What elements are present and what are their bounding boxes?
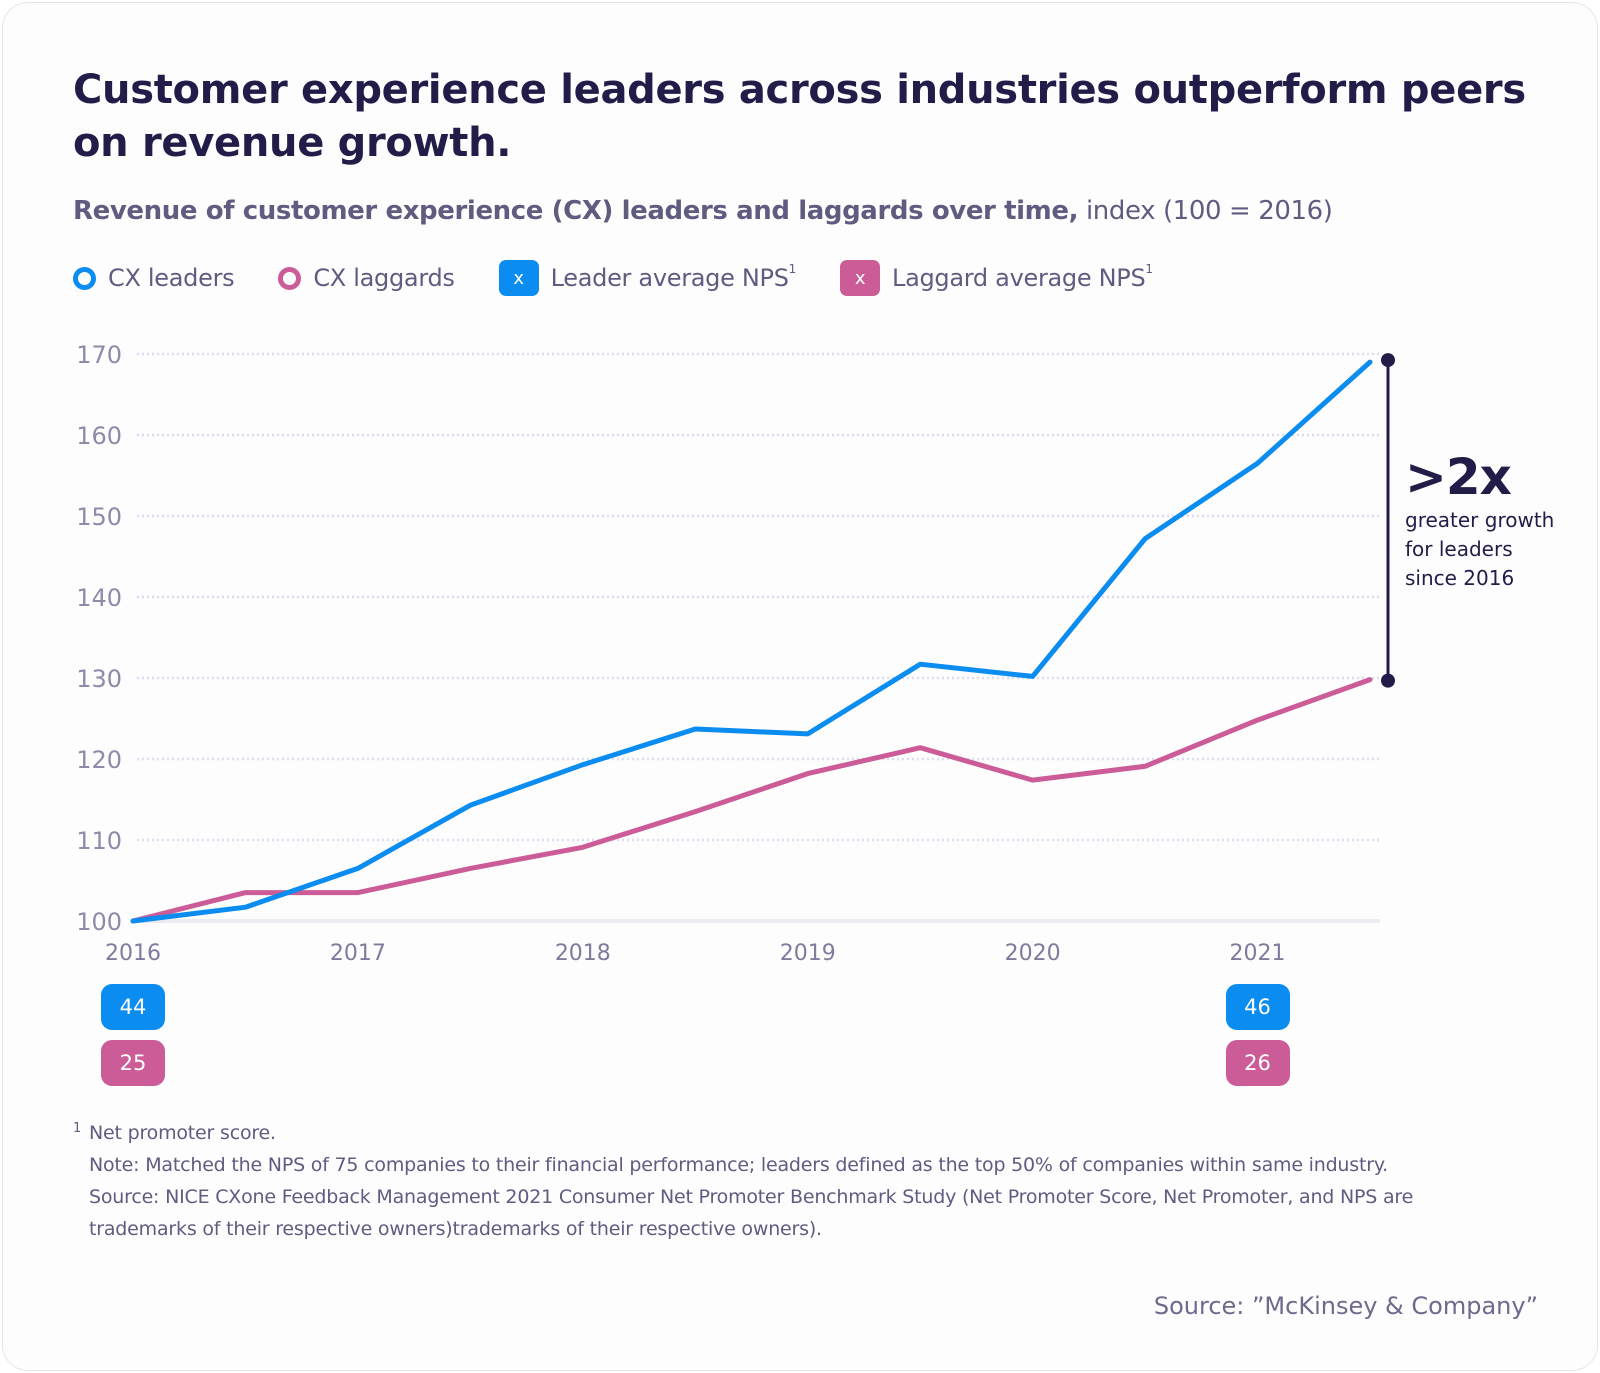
y-tick-label: 140 [76, 584, 122, 612]
x-tick-label: 2019 [780, 941, 836, 966]
y-tick-label: 120 [76, 746, 122, 774]
y-axis-ticks: 100 110 120 130 140 150 160 170 [76, 341, 122, 936]
chart-subtitle: Revenue of customer experience (CX) lead… [73, 194, 1333, 228]
x-axis-ticks: 2016 2017 2018 2019 2020 2021 [105, 941, 1286, 966]
chart-title: Customer experience leaders across indus… [73, 67, 1526, 166]
x-box-icon: x [840, 260, 881, 296]
series-line-cx-laggards [130, 677, 1373, 924]
y-tick-label: 160 [76, 422, 122, 450]
x-tick-label: 2018 [555, 941, 611, 966]
y-tick-label: 150 [76, 503, 122, 531]
legend-label: CX laggards [313, 264, 455, 292]
ring-icon [278, 266, 302, 290]
legend-label-text: Leader average NPS [550, 264, 789, 292]
footnote-note: Note: Matched the NPS of 75 companies to… [89, 1154, 1389, 1176]
y-tick-label: 130 [76, 665, 122, 693]
nps-badge-leader: 46 [1225, 984, 1290, 1030]
series-line-cx-leaders [130, 359, 1373, 924]
source-credit: Source: ”McKinsey & Company” [1153, 1292, 1538, 1320]
footnotes: 1 Net promoter score. Note: Matched the N… [73, 1117, 1413, 1245]
legend-label: Laggard average NPS1 [892, 262, 1153, 292]
x-box-icon: x [498, 260, 539, 296]
ring-icon [73, 266, 96, 290]
footnote-number: 1 [73, 1121, 82, 1136]
x-tick-label: 2021 [1230, 941, 1286, 966]
bracket-end-dot [1381, 673, 1395, 688]
growth-caption-line: greater growth [1405, 508, 1555, 532]
x-tick-label: 2020 [1005, 941, 1061, 966]
legend: CX leaders CX laggards x Leader average … [73, 260, 1197, 296]
growth-bracket [1381, 353, 1395, 688]
growth-caption-line: since 2016 [1405, 566, 1515, 590]
bracket-end-dot [1381, 353, 1395, 368]
y-tick-label: 110 [76, 827, 122, 855]
footnote-1: 1 Net promoter score. [73, 1117, 1413, 1149]
subtitle-bold: Revenue of customer experience (CX) lead… [73, 196, 1079, 226]
legend-label-text: Laggard average NPS [892, 264, 1146, 292]
series-lines [130, 359, 1373, 924]
nps-badge-laggard: 25 [101, 1040, 165, 1086]
legend-label: CX leaders [108, 264, 235, 292]
y-tick-label: 100 [76, 908, 122, 936]
legend-item-cx-laggards: CX laggards [278, 264, 455, 292]
growth-caption-line: for leaders [1405, 537, 1513, 561]
growth-headline: >2x [1405, 448, 1512, 506]
legend-item-leader-nps: x Leader average NPS1 [498, 260, 797, 296]
x-tick-label: 2016 [105, 941, 161, 966]
nps-badge-laggard: 26 [1225, 1040, 1290, 1086]
legend-label: Leader average NPS1 [550, 262, 797, 292]
footnote-text: Net promoter score. [89, 1122, 276, 1144]
subtitle-unit: index (100 = 2016) [1078, 196, 1333, 226]
x-tick-label: 2017 [330, 941, 386, 966]
footnote-source: Source: NICE CXone Feedback Management 2… [89, 1186, 1414, 1208]
legend-item-cx-leaders: CX leaders [73, 264, 235, 292]
legend-item-laggard-nps: x Laggard average NPS1 [840, 260, 1153, 296]
nps-badge-leader: 44 [101, 984, 165, 1030]
footnote-ref: 1 [1145, 262, 1153, 276]
growth-caption: greater growth for leaders since 2016 [1405, 506, 1585, 593]
footnote-ref: 1 [788, 262, 797, 276]
gridlines [137, 352, 1380, 923]
footnote-source-cont: trademarks of their respective owners)tr… [89, 1218, 822, 1240]
y-tick-label: 170 [76, 341, 122, 369]
